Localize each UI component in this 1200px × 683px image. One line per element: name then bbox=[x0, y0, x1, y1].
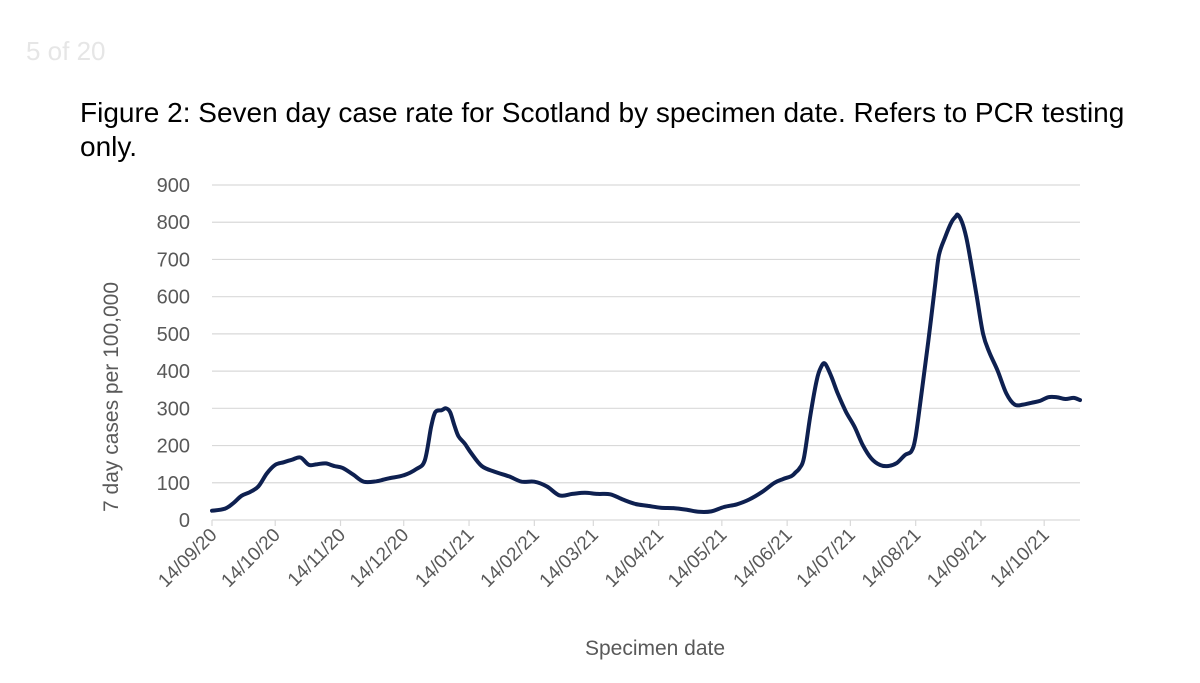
x-axis-label: Specimen date bbox=[585, 637, 725, 660]
x-tick-label: 14/07/21 bbox=[793, 525, 860, 592]
y-tick-labels: 0 100 200 300 400 500 600 700 800 900 bbox=[157, 175, 190, 532]
y-tick-label: 800 bbox=[157, 212, 190, 234]
y-axis-label: 7 day cases per 100,000 bbox=[100, 282, 123, 512]
y-tick-label: 200 bbox=[157, 436, 190, 458]
x-tick-label: 14/10/20 bbox=[218, 525, 285, 592]
y-tick-label: 400 bbox=[157, 361, 190, 383]
x-tick-label: 14/08/21 bbox=[858, 525, 925, 592]
x-tick-label: 14/12/20 bbox=[346, 525, 413, 592]
y-tick-label: 100 bbox=[157, 473, 190, 495]
x-tick-label: 14/01/21 bbox=[411, 525, 478, 592]
y-tick-label: 700 bbox=[157, 249, 190, 271]
figure-title: Figure 2: Seven day case rate for Scotla… bbox=[80, 97, 1125, 162]
y-tick-label: 900 bbox=[157, 175, 190, 197]
series-line-0 bbox=[210, 212, 1082, 515]
y-tick-label: 500 bbox=[157, 324, 190, 346]
y-tick-label: 0 bbox=[179, 510, 190, 532]
y-tick-label: 600 bbox=[157, 287, 190, 309]
x-tick-label: 14/09/21 bbox=[923, 525, 990, 592]
x-tick-label: 14/02/21 bbox=[477, 525, 544, 592]
x-tick-label: 14/11/20 bbox=[284, 525, 350, 591]
x-tick-label: 14/10/21 bbox=[987, 525, 1054, 592]
x-tick-label: 14/03/21 bbox=[536, 525, 603, 592]
x-tick-label: 14/06/21 bbox=[730, 525, 797, 592]
series-layer bbox=[210, 212, 1082, 515]
x-tick-label: 14/04/21 bbox=[601, 525, 668, 592]
x-tick-label: 14/05/21 bbox=[664, 525, 731, 592]
gridlines bbox=[211, 184, 1080, 526]
page-counter: 5 of 20 bbox=[26, 36, 106, 66]
x-tick-label: 14/09/20 bbox=[154, 525, 221, 592]
y-tick-label: 300 bbox=[157, 398, 190, 420]
